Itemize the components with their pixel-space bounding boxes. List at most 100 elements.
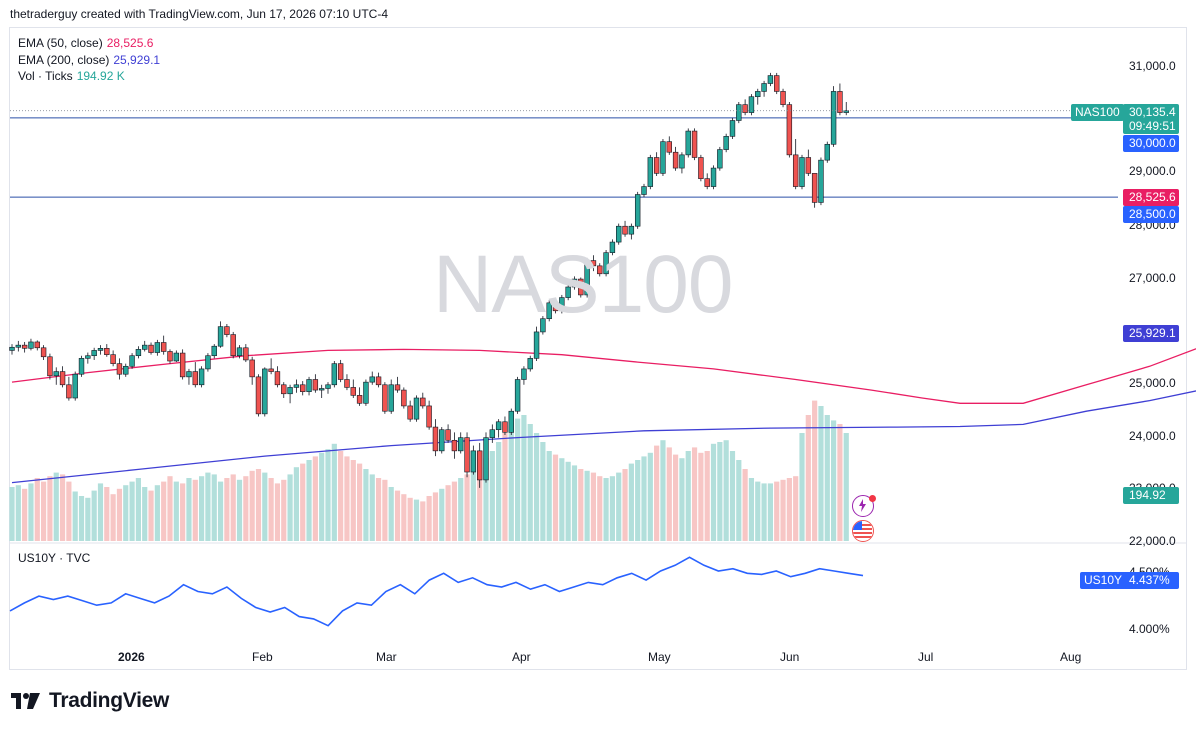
- us-flag-icon[interactable]: [852, 520, 874, 542]
- volume-bar: [736, 460, 742, 541]
- bar-countdown: 09:49:51: [1129, 119, 1176, 133]
- candle-body: [578, 278, 584, 296]
- candle-body: [445, 429, 451, 441]
- volume-bar: [161, 481, 167, 541]
- candle-body: [300, 384, 306, 392]
- candles: [9, 72, 849, 488]
- volume-bar: [173, 481, 179, 541]
- candle-body: [597, 265, 603, 275]
- candle-body: [666, 141, 672, 153]
- volume-bar: [129, 481, 135, 541]
- volume-bar: [413, 499, 420, 541]
- candle-body: [167, 351, 173, 362]
- indicator-legend: EMA (50, close) 28,525.6 EMA (200, close)…: [18, 35, 160, 85]
- volume-bar: [685, 451, 691, 541]
- candle-body: [154, 342, 161, 353]
- symbol-price-tag[interactable]: NAS100: [1071, 104, 1124, 121]
- hline-top-label[interactable]: 30,000.0: [1123, 135, 1179, 152]
- candle-body: [527, 358, 533, 370]
- volume-bar: [154, 485, 160, 541]
- candle-body: [723, 136, 729, 150]
- candle-body: [318, 388, 325, 391]
- candle-body: [616, 225, 622, 243]
- y-tick-label: 27,000.0: [1129, 271, 1176, 285]
- hline-bottom-label[interactable]: 28,500.0: [1123, 206, 1179, 223]
- volume-bar: [148, 490, 154, 541]
- candle-body: [72, 373, 78, 399]
- volume-bar: [306, 460, 312, 541]
- candle-body: [495, 421, 502, 431]
- volume-bar: [9, 487, 15, 541]
- candle-body: [622, 225, 628, 235]
- candle-body: [255, 376, 262, 415]
- legend-ema200[interactable]: EMA (200, close) 25,929.1: [18, 52, 160, 69]
- candle-body: [262, 368, 268, 415]
- legend-ema50[interactable]: EMA (50, close) 28,525.6: [18, 35, 160, 52]
- volume-bar: [344, 456, 350, 541]
- candle-body: [331, 363, 338, 386]
- us10y-legend[interactable]: US10Y · TVC: [18, 551, 91, 565]
- volume-bar: [799, 433, 805, 541]
- volume-bar: [249, 470, 255, 541]
- volume-bar: [812, 400, 818, 541]
- volume-bar: [312, 456, 318, 541]
- volume-bar: [104, 487, 110, 541]
- volume-bar: [767, 483, 773, 541]
- candle-body: [91, 350, 97, 357]
- volume-bar: [489, 451, 495, 541]
- legend-volume[interactable]: Vol · Ticks 194.92 K: [18, 68, 160, 85]
- volume-bar: [211, 474, 217, 541]
- volume-bar: [167, 476, 173, 541]
- candle-body: [811, 173, 818, 203]
- volume-bar: [603, 478, 609, 541]
- candle-body: [653, 157, 660, 174]
- candle-body: [685, 130, 691, 156]
- candle-body: [356, 395, 363, 404]
- volume-bar: [761, 483, 767, 541]
- candle-body: [394, 384, 401, 391]
- us-flag-glyph: [853, 521, 872, 540]
- volume-bar: [15, 485, 21, 541]
- legend-volume-label: Vol · Ticks: [18, 69, 73, 83]
- candle-body: [369, 376, 375, 383]
- candle-body: [736, 104, 742, 121]
- lightning-icon[interactable]: [852, 495, 874, 517]
- volume-bar: [394, 490, 401, 541]
- volume-bar: [357, 463, 363, 541]
- candle-body: [85, 355, 91, 359]
- x-tick-label: May: [648, 650, 671, 664]
- us10y-tag[interactable]: US10Y: [1080, 572, 1127, 589]
- volume-bar: [729, 451, 736, 541]
- volume-bar: [571, 465, 578, 541]
- last-price-label: 30,135.4 09:49:51: [1123, 104, 1179, 134]
- candle-body: [274, 371, 281, 386]
- candle-body: [502, 421, 508, 433]
- volume-bar: [224, 478, 230, 541]
- y-tick-label: 31,000.0: [1129, 59, 1176, 73]
- candle-body: [66, 384, 72, 399]
- legend-ema50-label: EMA (50, close): [18, 36, 103, 50]
- volume-bar: [628, 463, 634, 541]
- candle-body: [420, 397, 426, 407]
- candle-body: [293, 384, 300, 388]
- volume-bar: [420, 501, 426, 541]
- candle-body: [717, 149, 723, 169]
- candle-body: [584, 260, 590, 296]
- candle-body: [748, 96, 755, 113]
- tradingview-logo[interactable]: TradingView: [11, 689, 169, 713]
- x-tick-label: Mar: [376, 650, 397, 664]
- volume-bar: [59, 474, 66, 541]
- volume-bar: [723, 440, 729, 541]
- candle-body: [173, 352, 180, 362]
- candle-body: [224, 326, 230, 335]
- volume-bar: [843, 433, 849, 541]
- volume-bar: [698, 452, 704, 541]
- volume-bar: [217, 481, 224, 541]
- y-tick-label: 25,000.0: [1129, 376, 1176, 390]
- candle-body: [34, 341, 40, 349]
- ema200-path: [11, 390, 1196, 484]
- volume-bar: [407, 497, 413, 541]
- candle-body: [489, 429, 496, 438]
- candle-body: [363, 381, 369, 404]
